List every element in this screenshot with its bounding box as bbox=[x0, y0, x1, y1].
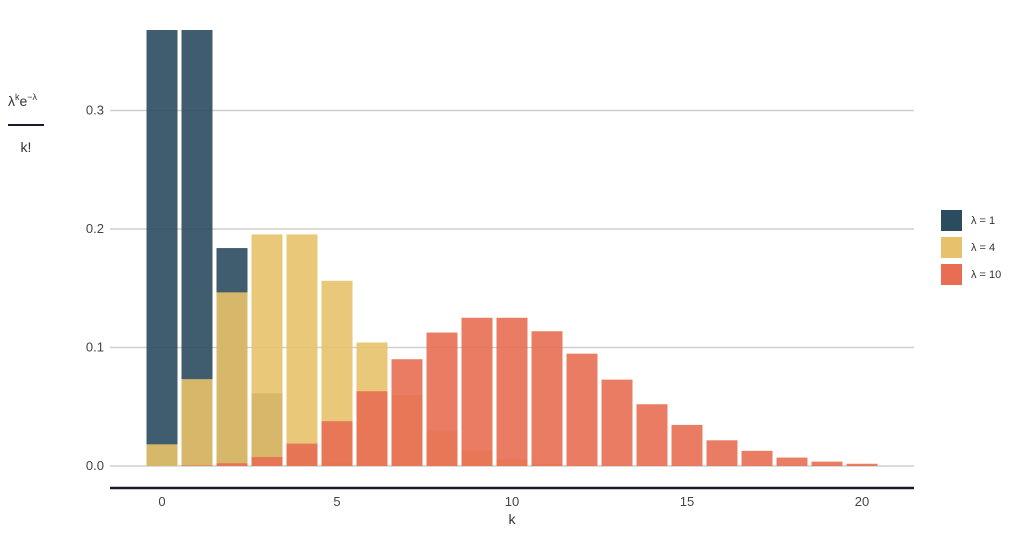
y-tick-labels: 0.0 0.1 0.2 0.3 bbox=[86, 102, 104, 473]
bar-series2-k13 bbox=[601, 379, 633, 466]
bar-series2-k11 bbox=[531, 331, 563, 466]
bar-series2-k8 bbox=[426, 332, 458, 466]
bar-series2-k17 bbox=[741, 450, 773, 466]
bar-series2-k2 bbox=[216, 463, 248, 466]
x-tick-label-1: 5 bbox=[333, 494, 340, 509]
bar-series2-k20 bbox=[846, 463, 878, 466]
y-tick-label-3: 0.3 bbox=[86, 102, 104, 117]
bar-series2-k4 bbox=[286, 443, 318, 466]
bar-series2-k16 bbox=[706, 440, 738, 466]
bar-series2-k19 bbox=[811, 461, 843, 466]
legend-swatch-0 bbox=[941, 210, 962, 231]
bar-series1-k0 bbox=[146, 444, 178, 466]
x-tick-label-4: 20 bbox=[855, 494, 869, 509]
bar-series2-k7 bbox=[391, 359, 423, 466]
legend-swatch-1 bbox=[941, 237, 962, 258]
y-tick-label-0: 0.0 bbox=[86, 458, 104, 473]
x-tick-labels: 0 5 10 15 20 bbox=[158, 494, 869, 509]
y-axis-numerator: λke−λ bbox=[8, 92, 38, 109]
bar-series2-k14 bbox=[636, 404, 668, 466]
bar-series2-k5 bbox=[321, 421, 353, 466]
bars-group bbox=[146, 30, 878, 466]
legend-label-2: λ = 10 bbox=[971, 269, 1001, 281]
legend-label-1: λ = 4 bbox=[971, 242, 995, 254]
bar-series2-k1 bbox=[181, 465, 213, 466]
x-tick-label-2: 10 bbox=[505, 494, 519, 509]
bar-series1-k4 bbox=[286, 234, 318, 466]
bar-series2-k6 bbox=[356, 391, 388, 466]
y-tick-label-2: 0.2 bbox=[86, 221, 104, 236]
bar-series1-k1 bbox=[181, 379, 213, 466]
y-axis-denominator: k! bbox=[21, 139, 32, 155]
bar-series2-k10 bbox=[496, 317, 528, 466]
legend-label-0: λ = 1 bbox=[971, 215, 995, 227]
legend: λ = 1 λ = 4 λ = 10 bbox=[941, 210, 1001, 285]
y-tick-label-1: 0.1 bbox=[86, 339, 104, 354]
x-axis-title: k bbox=[509, 511, 517, 527]
bar-series2-k9 bbox=[461, 317, 493, 466]
bar-series2-k15 bbox=[671, 424, 703, 466]
bar-series2-k12 bbox=[566, 353, 598, 466]
legend-swatch-2 bbox=[941, 264, 962, 285]
bar-series2-k3 bbox=[251, 456, 283, 466]
x-tick-label-3: 15 bbox=[680, 494, 694, 509]
bar-series1-k3 bbox=[251, 234, 283, 466]
x-tick-label-0: 0 bbox=[158, 494, 165, 509]
bar-series2-k18 bbox=[776, 457, 808, 466]
bar-series1-k2 bbox=[216, 292, 248, 466]
bar-series0-k0 bbox=[146, 30, 178, 466]
y-axis-title: λke−λ k! bbox=[8, 92, 44, 155]
